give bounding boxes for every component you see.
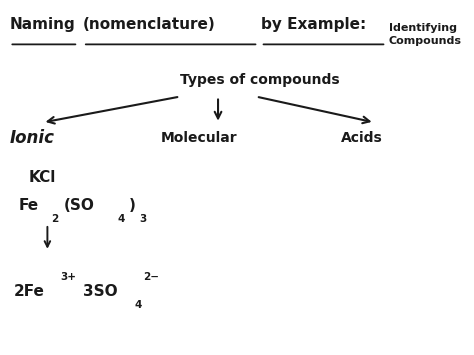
Text: 3: 3 — [139, 214, 146, 224]
Text: 3SO: 3SO — [83, 284, 118, 299]
Text: Ionic: Ionic — [9, 130, 55, 147]
Text: 2Fe: 2Fe — [14, 284, 45, 299]
Text: Acids: Acids — [341, 131, 383, 146]
Text: by Example:: by Example: — [261, 17, 366, 32]
Text: KCl: KCl — [28, 170, 56, 185]
Text: Naming: Naming — [9, 17, 75, 32]
Text: (SO: (SO — [64, 198, 95, 213]
Text: Molecular: Molecular — [161, 131, 238, 146]
Text: Fe: Fe — [19, 198, 39, 213]
Text: 4: 4 — [134, 300, 142, 310]
Text: 4: 4 — [118, 214, 125, 224]
Text: Identifying
Compounds: Identifying Compounds — [389, 23, 462, 46]
Text: 2: 2 — [51, 214, 58, 224]
Text: ): ) — [128, 198, 136, 213]
Text: (nomenclature): (nomenclature) — [83, 17, 216, 32]
Text: 3+: 3+ — [61, 272, 77, 282]
Text: Types of compounds: Types of compounds — [180, 73, 340, 87]
Text: 2−: 2− — [144, 272, 160, 282]
